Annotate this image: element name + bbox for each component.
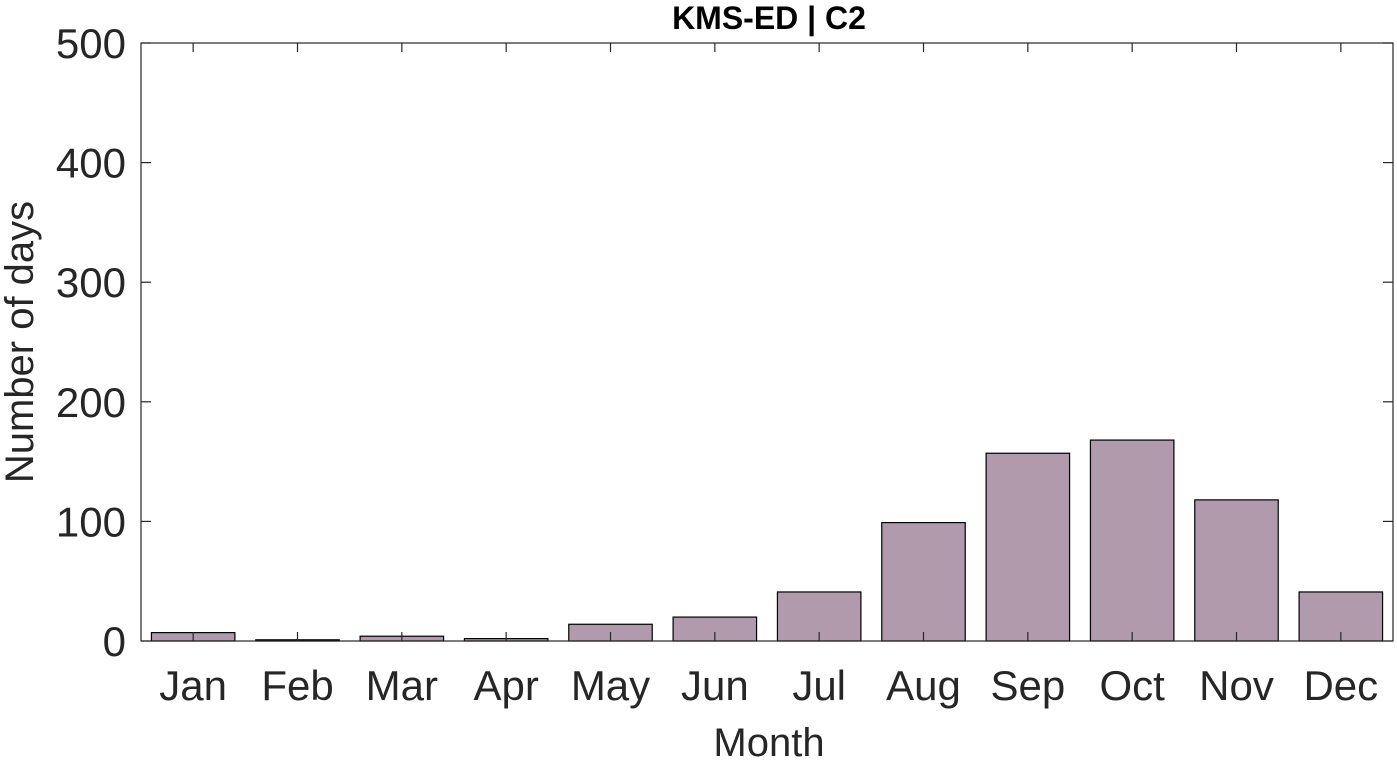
chart-title: KMS-ED | C2	[672, 0, 866, 36]
x-tick-label-may: May	[571, 662, 650, 709]
x-tick-label-oct: Oct	[1099, 662, 1165, 709]
y-tick-label-500: 500	[56, 20, 126, 67]
x-tick-label-nov: Nov	[1199, 662, 1274, 709]
bar-oct	[1089, 439, 1175, 642]
x-tick-label-jul: Jul	[792, 662, 846, 709]
x-tick-label-mar: Mar	[366, 662, 438, 709]
y-tick-label-0: 0	[103, 618, 126, 665]
bar-sep	[985, 452, 1071, 642]
y-tick-label-400: 400	[56, 140, 126, 187]
bars-group	[150, 439, 1384, 642]
x-tick-label-apr: Apr	[473, 662, 538, 709]
plot-area-frame	[140, 42, 1394, 642]
bar-nov	[1194, 499, 1279, 642]
x-tick-label-aug: Aug	[886, 662, 961, 709]
x-tick-label-sep: Sep	[990, 662, 1065, 709]
x-tick-label-jan: Jan	[159, 662, 227, 709]
x-tick-label-dec: Dec	[1303, 662, 1378, 709]
y-tick-label-300: 300	[56, 259, 126, 306]
x-tick-label-feb: Feb	[261, 662, 333, 709]
y-tick-label-200: 200	[56, 379, 126, 426]
y-tick-label-100: 100	[56, 498, 126, 545]
x-axis-label: Month	[713, 721, 824, 760]
x-tick-label-jun: Jun	[681, 662, 749, 709]
bar-aug	[881, 521, 966, 642]
y-axis-label: Number of days	[0, 201, 42, 483]
y-ticks-group: 0 100 200 300 400 500	[56, 20, 1393, 665]
x-ticks-group: Jan Feb Mar Apr May Jun Jul Aug Sep Oct Nov Dec	[159, 43, 1378, 709]
